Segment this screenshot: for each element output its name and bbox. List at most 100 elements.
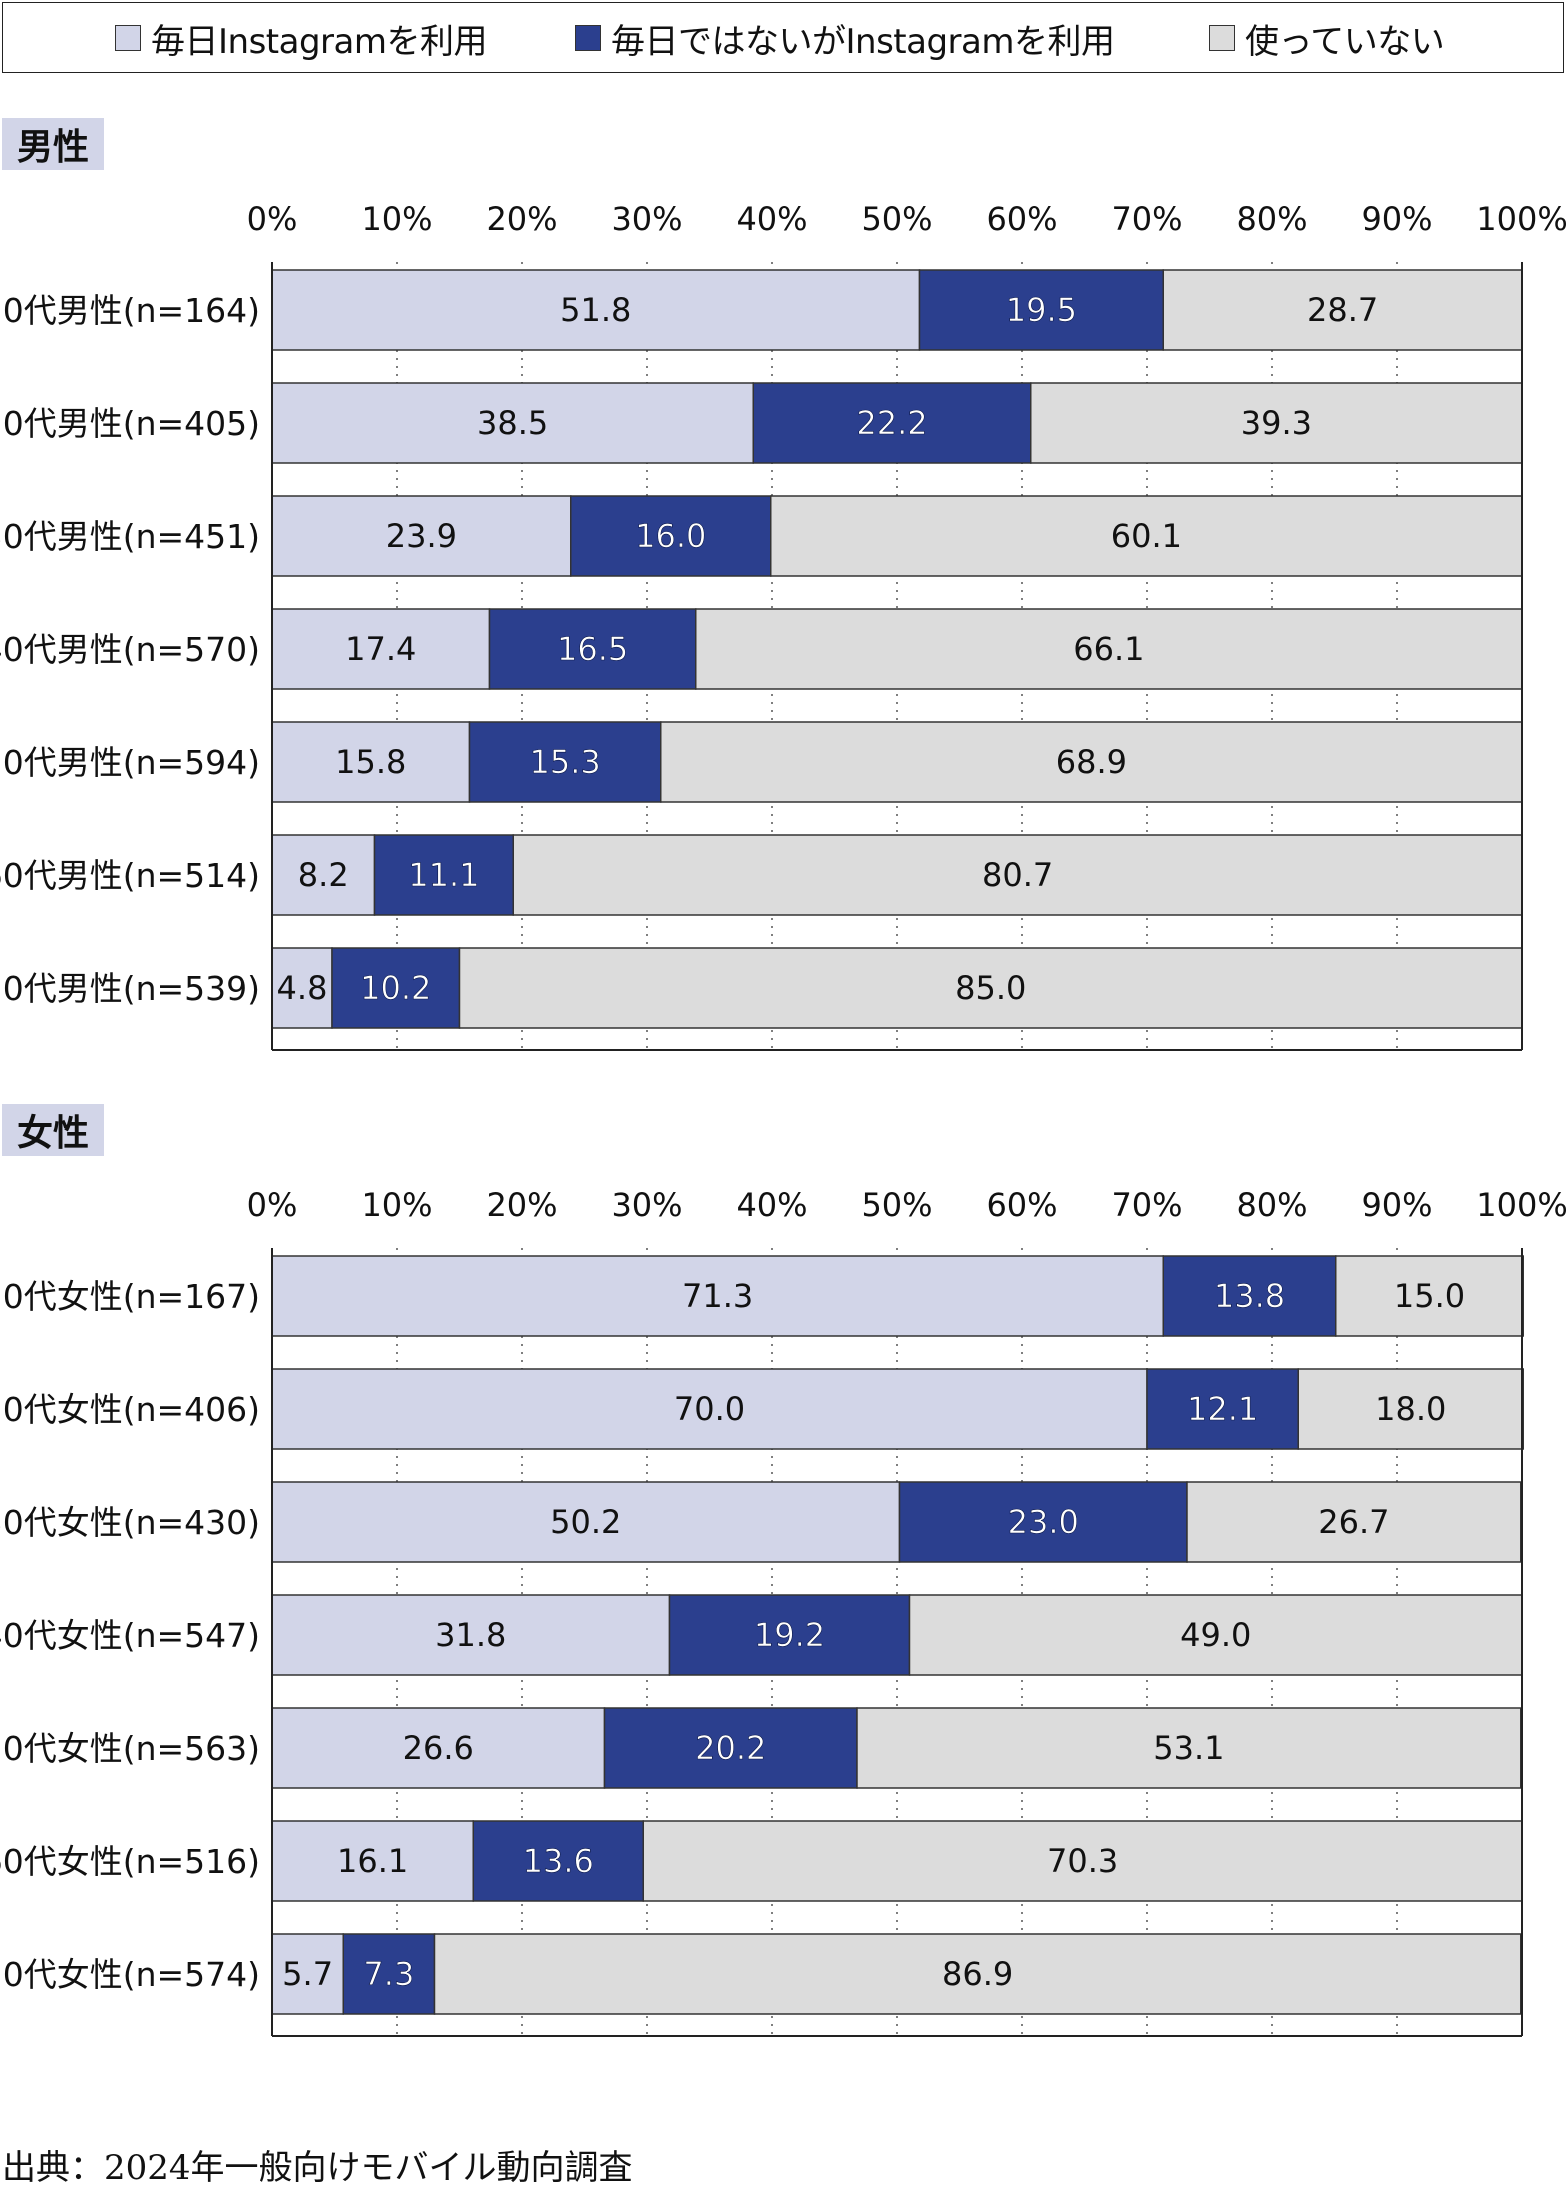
legend-item-daily: 毎日Instagramを利用 [115, 17, 487, 62]
male-data-label: 11.1 [408, 856, 479, 894]
female-bar-chart: 0% 10% 20% 30% 40% 50% 60% 70% 80% 90% 100% 10代女性(n… [0, 1186, 1568, 2037]
male-data-label: 28.7 [1307, 291, 1378, 329]
female-bar-segment [433, 1933, 1522, 2015]
section-label-male: 男性 [2, 118, 104, 170]
female-data-label: 13.8 [1214, 1277, 1285, 1315]
male-data-label: 17.4 [345, 630, 416, 668]
female-bar-segment [271, 1481, 901, 1563]
female-bar-segment [1297, 1368, 1524, 1450]
male-data-label: 38.5 [477, 404, 548, 442]
male-bar-segment [458, 947, 1523, 1029]
female-tick-label: 30% [611, 1186, 682, 1224]
male-category-label: 40代男性(n=570) [0, 630, 260, 669]
female-bar-segment [1335, 1255, 1524, 1337]
female-data-label: 70.0 [674, 1390, 745, 1428]
female-tick-label: 90% [1361, 1186, 1432, 1224]
female-bar-segment [342, 1933, 436, 2015]
male-bar-segment [468, 721, 662, 803]
female-data-label: 71.3 [682, 1277, 753, 1315]
female-data-label: 49.0 [1180, 1616, 1251, 1654]
male-bar-segment [1030, 382, 1523, 464]
legend-label-daily: 毎日Instagramを利用 [151, 21, 487, 62]
legend-swatch-daily [115, 25, 141, 51]
male-category-label: 10代男性(n=164) [0, 291, 260, 330]
female-bar-segment [472, 1820, 644, 1902]
female-data-label: 12.1 [1187, 1390, 1258, 1428]
male-tick-label: 90% [1361, 200, 1432, 238]
female-bar-segment [603, 1707, 858, 1789]
female-bar-segment [856, 1707, 1522, 1789]
male-tick-label: 70% [1111, 200, 1182, 238]
male-data-label: 22.2 [856, 404, 927, 442]
female-data-label: 53.1 [1153, 1729, 1224, 1767]
female-category-label: 60代女性(n=516) [0, 1842, 260, 1881]
male-bar-segment [488, 608, 697, 690]
male-tick-label: 0% [247, 200, 298, 238]
male-data-label: 66.1 [1073, 630, 1144, 668]
female-category-label: 20代女性(n=406) [0, 1390, 260, 1429]
female-bar-segment [1186, 1481, 1522, 1563]
female-data-label: 13.6 [523, 1842, 594, 1880]
female-tick-label: 20% [486, 1186, 557, 1224]
female-data-label: 31.8 [435, 1616, 506, 1654]
male-tick-label: 50% [861, 200, 932, 238]
female-tick-label: 0% [247, 1186, 298, 1224]
male-category-label: 70代男性(n=539) [0, 969, 260, 1008]
female-bar-segment [642, 1820, 1523, 1902]
male-data-label: 60.1 [1111, 517, 1182, 555]
female-data-label: 7.3 [363, 1955, 414, 1993]
male-tick-label: 10% [361, 200, 432, 238]
male-bar-chart: 0% 10% 20% 30% 40% 50% 60% 70% 80% 90% 100% 10代男性(n… [0, 200, 1568, 1051]
male-data-label: 23.9 [386, 517, 457, 555]
legend-item-not-daily: 毎日ではないがInstagramを利用 [575, 17, 1115, 62]
male-tick-label: 100% [1476, 200, 1567, 238]
section-label-female: 女性 [2, 1104, 104, 1156]
female-tick-label: 40% [736, 1186, 807, 1224]
male-data-label: 39.3 [1241, 404, 1312, 442]
male-data-label: 16.0 [635, 517, 706, 555]
male-category-label: 60代男性(n=514) [0, 856, 260, 895]
male-bar-segment [271, 382, 754, 464]
male-data-label: 68.9 [1056, 743, 1127, 781]
female-data-label: 23.0 [1008, 1503, 1079, 1541]
male-data-label: 16.5 [557, 630, 628, 668]
male-bar-segment [271, 608, 491, 690]
male-data-label: 51.8 [560, 291, 631, 329]
chart-legend: 毎日Instagramを利用 毎日ではないがInstagramを利用 使っていな… [2, 2, 1564, 73]
male-data-label: 15.3 [530, 743, 601, 781]
female-data-label: 26.6 [403, 1729, 474, 1767]
male-bar-segment [271, 269, 921, 351]
male-bar-segment [570, 495, 772, 577]
female-data-label: 86.9 [942, 1955, 1013, 1993]
male-bar-segment [512, 834, 1523, 916]
female-category-label: 40代女性(n=547) [0, 1616, 260, 1655]
male-tick-label: 20% [486, 200, 557, 238]
male-tick-label: 60% [986, 200, 1057, 238]
female-bar-segment [898, 1481, 1188, 1563]
female-data-label: 70.3 [1047, 1842, 1118, 1880]
male-tick-label: 80% [1236, 200, 1307, 238]
female-tick-label: 60% [986, 1186, 1057, 1224]
female-tick-label: 80% [1236, 1186, 1307, 1224]
female-bar-segment [908, 1594, 1523, 1676]
male-category-label: 30代男性(n=451) [0, 517, 260, 556]
male-bar-segment [373, 834, 514, 916]
male-data-label: 80.7 [982, 856, 1053, 894]
male-bar-segment [695, 608, 1523, 690]
female-data-label: 19.2 [754, 1616, 825, 1654]
female-data-label: 26.7 [1318, 1503, 1389, 1541]
male-bar-segment [271, 495, 572, 577]
female-tick-label: 10% [361, 1186, 432, 1224]
male-category-label: 50代男性(n=594) [0, 743, 260, 782]
legend-label-not-daily: 毎日ではないがInstagramを利用 [611, 21, 1115, 62]
male-category-label: 20代男性(n=405) [0, 404, 260, 443]
female-tick-label: 50% [861, 1186, 932, 1224]
male-bar-segment [271, 721, 471, 803]
male-data-label: 4.8 [277, 969, 328, 1007]
male-data-label: 15.8 [335, 743, 406, 781]
female-data-label: 18.0 [1375, 1390, 1446, 1428]
female-data-label: 15.0 [1394, 1277, 1465, 1315]
female-data-label: 20.2 [695, 1729, 766, 1767]
female-bar-segment [271, 1368, 1148, 1450]
male-data-label: 8.2 [298, 856, 349, 894]
